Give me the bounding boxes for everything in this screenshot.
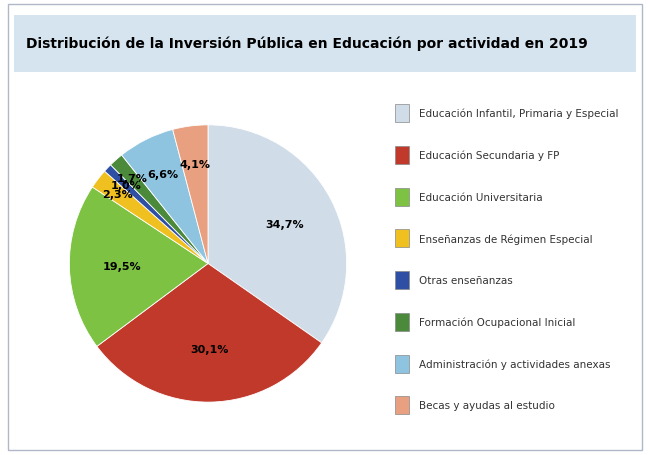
FancyBboxPatch shape — [395, 105, 409, 123]
FancyBboxPatch shape — [395, 313, 409, 331]
Text: 19,5%: 19,5% — [103, 261, 142, 271]
Text: 6,6%: 6,6% — [148, 170, 179, 180]
Text: Formación Ocupacional Inicial: Formación Ocupacional Inicial — [419, 317, 575, 328]
FancyBboxPatch shape — [395, 147, 409, 165]
Wedge shape — [208, 126, 346, 343]
FancyBboxPatch shape — [14, 16, 636, 73]
Text: Distribución de la Inversión Pública en Educación por actividad en 2019: Distribución de la Inversión Pública en … — [26, 37, 588, 51]
Text: Educación Universitaria: Educación Universitaria — [419, 192, 543, 202]
Text: 4,1%: 4,1% — [179, 160, 211, 170]
FancyBboxPatch shape — [8, 5, 642, 450]
Wedge shape — [70, 187, 208, 347]
Text: Otras enseñanzas: Otras enseñanzas — [419, 276, 513, 286]
Wedge shape — [92, 172, 208, 264]
FancyBboxPatch shape — [395, 355, 409, 373]
FancyBboxPatch shape — [395, 230, 409, 248]
Text: Becas y ayudas al estudio: Becas y ayudas al estudio — [419, 400, 555, 410]
Text: 30,1%: 30,1% — [190, 344, 229, 354]
FancyBboxPatch shape — [395, 396, 409, 415]
Wedge shape — [111, 156, 208, 264]
Wedge shape — [97, 264, 322, 402]
Text: Educación Infantil, Primaria y Especial: Educación Infantil, Primaria y Especial — [419, 109, 619, 119]
FancyBboxPatch shape — [395, 272, 409, 289]
Text: 34,7%: 34,7% — [265, 219, 304, 229]
Text: Enseñanzas de Régimen Especial: Enseñanzas de Régimen Especial — [419, 234, 593, 244]
Wedge shape — [105, 166, 208, 264]
Text: Educación Secundaria y FP: Educación Secundaria y FP — [419, 150, 560, 161]
Text: 1,0%: 1,0% — [111, 181, 141, 191]
FancyBboxPatch shape — [395, 188, 409, 206]
Text: 2,3%: 2,3% — [103, 190, 133, 200]
Text: 1,7%: 1,7% — [117, 174, 148, 184]
Wedge shape — [173, 126, 208, 264]
Text: Administración y actividades anexas: Administración y actividades anexas — [419, 359, 610, 369]
Wedge shape — [122, 130, 208, 264]
